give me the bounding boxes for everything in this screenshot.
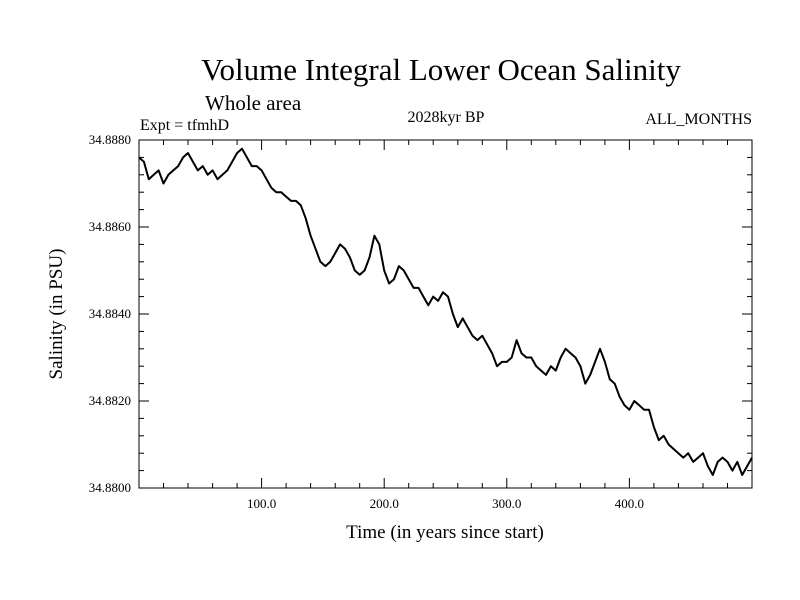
months-label: ALL_MONTHS xyxy=(645,111,752,128)
y-tick-label: 34.8880 xyxy=(89,132,131,147)
y-tick-label: 34.8860 xyxy=(89,219,131,234)
y-axis-label: Salinity (in PSU) xyxy=(46,249,67,380)
x-tick-label: 400.0 xyxy=(615,496,644,511)
experiment-label: Expt = tfmhD xyxy=(140,117,229,134)
x-tick-label: 200.0 xyxy=(370,496,399,511)
y-tick-label: 34.8820 xyxy=(89,393,131,408)
y-tick-label: 34.8840 xyxy=(89,306,131,321)
plot-frame xyxy=(138,139,753,489)
x-tick-label: 100.0 xyxy=(247,496,276,511)
chart-subtitle: Whole area xyxy=(205,91,302,115)
y-tick-label: 34.8800 xyxy=(89,480,131,495)
period-label: 2028kyr BP xyxy=(408,109,485,126)
chart-title: Volume Integral Lower Ocean Salinity xyxy=(201,52,681,87)
x-tick-label: 300.0 xyxy=(492,496,521,511)
x-axis-label: Time (in years since start) xyxy=(346,522,544,543)
salinity-line xyxy=(138,147,753,476)
